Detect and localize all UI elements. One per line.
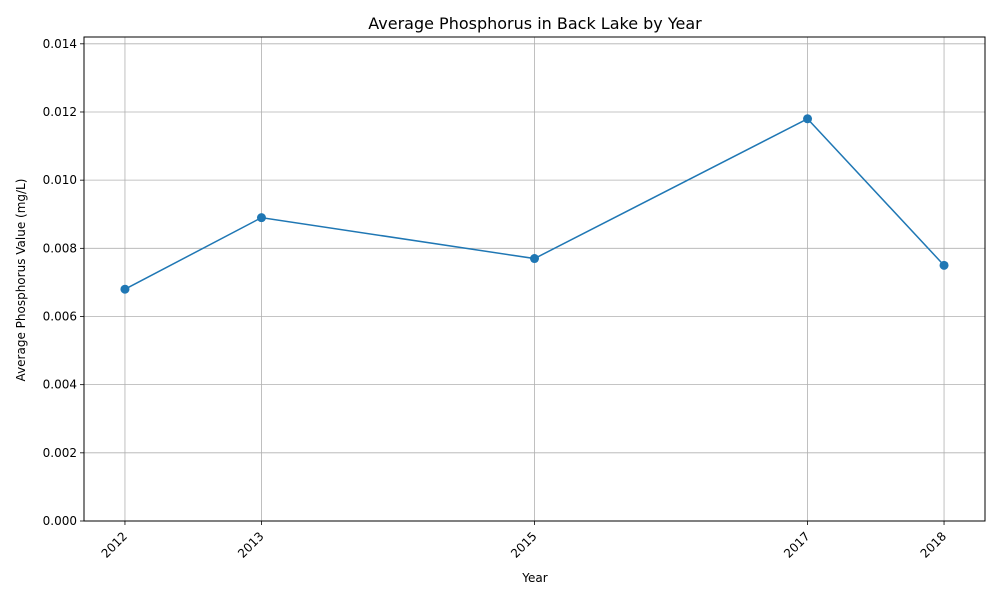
y-axis-label: Average Phosphorus Value (mg/L)	[14, 179, 28, 382]
grid	[84, 37, 985, 522]
y-tick-label: 0.012	[43, 105, 77, 119]
series	[120, 114, 949, 294]
y-tick-label: 0.006	[43, 309, 77, 323]
y-tick-label: 0.008	[43, 241, 77, 255]
data-point	[939, 260, 949, 270]
data-point	[803, 114, 813, 124]
y-tick-label: 0.002	[43, 446, 77, 460]
data-point	[530, 254, 539, 264]
x-tick-label: 2017	[781, 529, 812, 560]
y-tick-label: 0.000	[43, 514, 77, 528]
x-tick-label: 2018	[918, 529, 949, 560]
y-tick-label: 0.010	[43, 173, 77, 187]
x-tick-label: 2015	[508, 529, 539, 560]
y-tick-label: 0.014	[43, 37, 77, 51]
chart-title: Average Phosphorus in Back Lake by Year	[368, 14, 702, 33]
y-tick-label: 0.004	[43, 378, 77, 392]
data-point	[120, 284, 130, 294]
ticks: 2012 2013 2015 2017 2018 0.000 0.002 0.004 0.006…	[43, 37, 950, 561]
data-point	[256, 213, 266, 223]
x-tick-label: 2013	[235, 529, 266, 560]
x-axis-label: Year	[521, 571, 547, 585]
x-tick-label: 2012	[99, 529, 130, 560]
